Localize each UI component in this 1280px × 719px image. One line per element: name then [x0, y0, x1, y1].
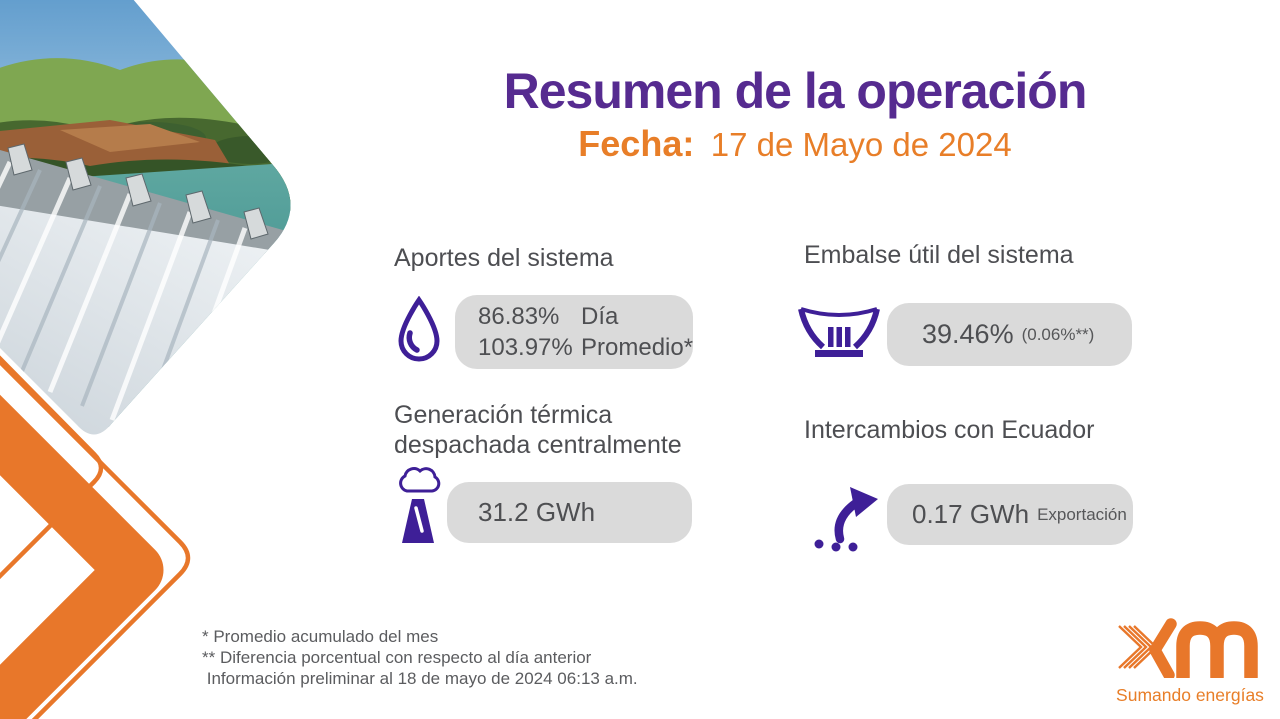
logo-tagline: Sumando energías	[1116, 685, 1264, 705]
embalse-value: 39.46%	[922, 319, 1014, 349]
stat-pill-aportes: 86.83% Día 103.97% Promedio*	[455, 295, 693, 369]
heading-termica-line2: despachada centralmente	[394, 430, 682, 459]
stat-pill-termica: 31.2 GWh	[447, 482, 692, 543]
export-arrow-icon	[814, 487, 878, 552]
page-title: Resumen de la operación	[503, 63, 1088, 119]
heading-ecuador: Intercambios con Ecuador	[804, 416, 1095, 444]
aportes-promedio-value: 103.97%	[478, 334, 573, 361]
xm-logo	[1118, 618, 1258, 684]
termica-value: 31.2 GWh	[478, 497, 596, 527]
date-line: Fecha: 17 de Mayo de 2024	[330, 123, 1260, 165]
thick-chevron	[0, 394, 164, 719]
stat-pill-embalse: 39.46% (0.06%**)	[887, 303, 1132, 366]
aportes-dia-value: 86.83%	[478, 303, 560, 330]
date-value: 17 de Mayo de 2024	[710, 126, 1012, 163]
dam-photo	[0, 0, 291, 435]
water-drop-icon	[398, 296, 440, 362]
decor-artwork	[0, 0, 291, 719]
heading-termica-line1: Generación térmica	[394, 401, 613, 429]
xm-logo-block: Sumando energías	[1112, 614, 1268, 706]
heading-embalse: Embalse útil del sistema	[804, 241, 1074, 269]
heading-aportes: Aportes del sistema	[394, 244, 614, 272]
ecuador-value: 0.17 GWh	[912, 499, 1030, 529]
ecuador-note: Exportación	[1037, 504, 1127, 524]
footnote-1: * Promedio acumulado del mes	[202, 627, 439, 646]
aportes-promedio-label: Promedio*	[581, 334, 694, 361]
reservoir-dam-icon	[798, 307, 880, 357]
title-block: Resumen de la operación Fecha: 17 de May…	[330, 64, 1260, 165]
footnote-3: Información preliminar al 18 de mayo de …	[202, 669, 638, 688]
footnote-2: ** Diferencia porcentual con respecto al…	[202, 648, 592, 667]
aportes-row-promedio: 103.97% Promedio*	[478, 332, 693, 363]
aportes-dia-label: Día	[581, 303, 619, 330]
thermal-plant-icon	[399, 467, 441, 543]
stat-pill-ecuador: 0.17 GWh Exportación	[887, 484, 1133, 545]
thin-chevron-outer	[0, 358, 191, 719]
date-label: Fecha:	[578, 123, 695, 164]
heading-termica: Generación térmica despachada centralmen…	[394, 401, 682, 460]
aportes-row-dia: 86.83% Día	[478, 301, 693, 332]
embalse-note: (0.06%**)	[1021, 324, 1095, 344]
orange-chevrons	[0, 355, 191, 719]
footnotes: * Promedio acumulado del mes ** Diferenc…	[202, 626, 638, 689]
